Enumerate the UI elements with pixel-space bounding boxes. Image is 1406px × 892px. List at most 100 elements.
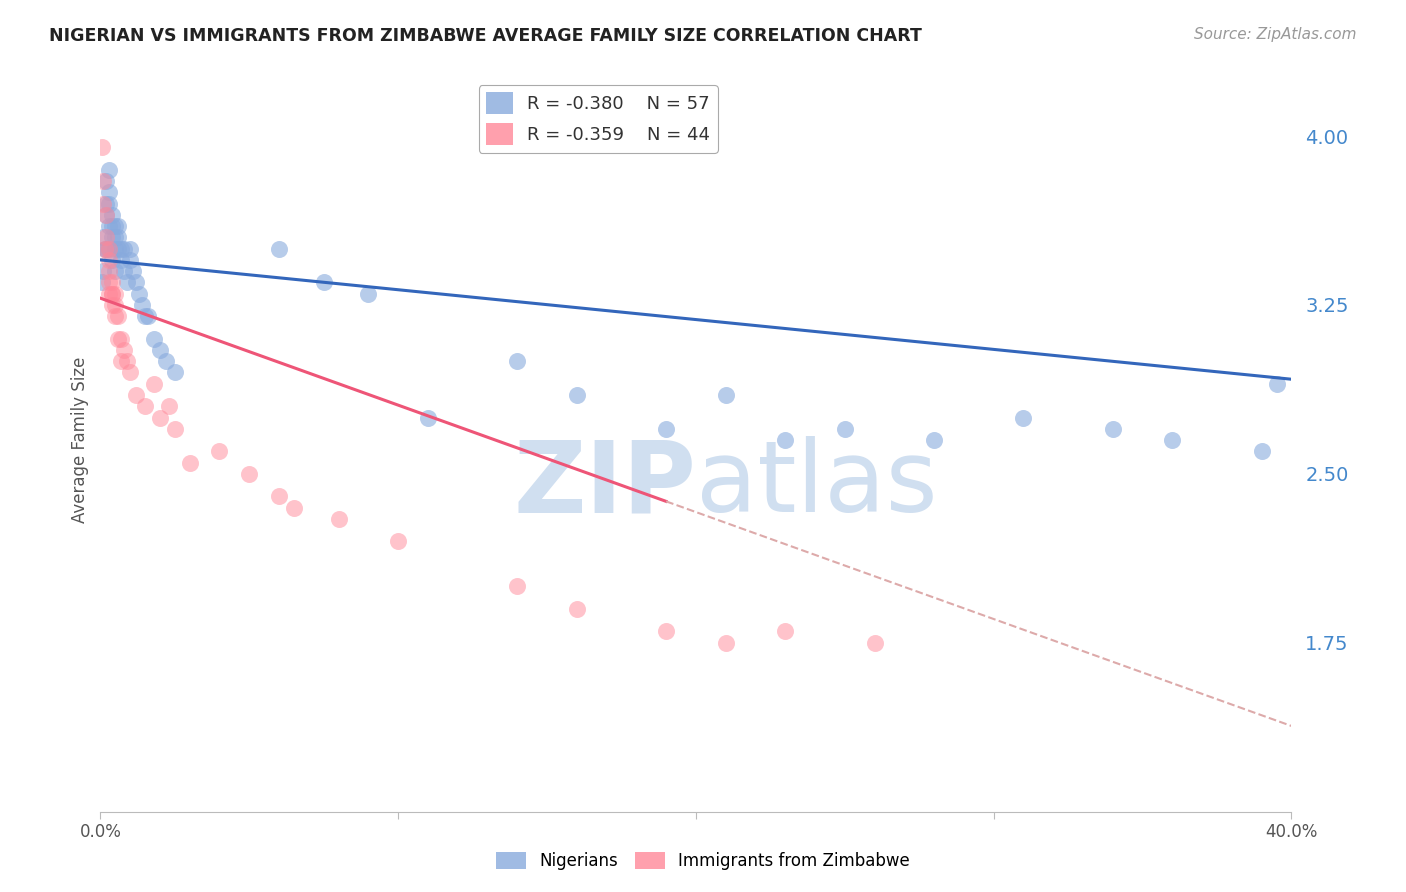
Point: [142, 376, 165, 391]
Point: [125, 276, 148, 290]
Point: [112, 264, 135, 278]
Point: [98, 196, 121, 211]
Point: [357, 286, 380, 301]
Point: [312, 276, 335, 290]
Point: [104, 264, 127, 278]
Point: [110, 332, 132, 346]
Point: [1101, 422, 1123, 436]
Point: [655, 624, 678, 639]
Point: [208, 444, 231, 458]
Y-axis label: Average Family Size: Average Family Size: [72, 357, 89, 524]
Point: [267, 489, 290, 503]
Point: [110, 252, 132, 267]
Text: NIGERIAN VS IMMIGRANTS FROM ZIMBABWE AVERAGE FAMILY SIZE CORRELATION CHART: NIGERIAN VS IMMIGRANTS FROM ZIMBABWE AVE…: [49, 27, 922, 45]
Point: [155, 354, 177, 368]
Point: [91, 174, 114, 188]
Point: [104, 286, 127, 301]
Point: [163, 366, 186, 380]
Point: [96, 174, 118, 188]
Point: [565, 602, 588, 616]
Point: [101, 286, 124, 301]
Point: [107, 242, 129, 256]
Point: [128, 286, 150, 301]
Point: [267, 242, 290, 256]
Point: [98, 276, 121, 290]
Point: [238, 467, 260, 481]
Point: [120, 252, 142, 267]
Point: [96, 208, 118, 222]
Point: [98, 264, 121, 278]
Point: [101, 298, 124, 312]
Point: [90, 276, 112, 290]
Point: [149, 343, 172, 357]
Point: [416, 410, 439, 425]
Point: [115, 276, 138, 290]
Point: [91, 196, 114, 211]
Point: [134, 399, 156, 413]
Point: [922, 433, 945, 447]
Point: [98, 219, 121, 234]
Point: [104, 298, 127, 312]
Point: [101, 208, 124, 222]
Point: [120, 366, 142, 380]
Point: [107, 219, 129, 234]
Point: [863, 635, 886, 649]
Point: [655, 422, 678, 436]
Point: [773, 433, 796, 447]
Point: [101, 252, 124, 267]
Point: [90, 140, 112, 154]
Point: [149, 410, 172, 425]
Point: [96, 230, 118, 244]
Legend: R = -0.380    N = 57, R = -0.359    N = 44: R = -0.380 N = 57, R = -0.359 N = 44: [478, 85, 717, 153]
Point: [1265, 376, 1288, 391]
Point: [1012, 410, 1035, 425]
Point: [101, 286, 124, 301]
Point: [107, 230, 129, 244]
Point: [101, 276, 124, 290]
Point: [122, 264, 145, 278]
Point: [107, 309, 129, 323]
Point: [506, 579, 529, 593]
Point: [101, 219, 124, 234]
Point: [714, 388, 737, 402]
Point: [1161, 433, 1184, 447]
Point: [112, 343, 135, 357]
Point: [104, 230, 127, 244]
Point: [98, 186, 121, 200]
Text: Source: ZipAtlas.com: Source: ZipAtlas.com: [1194, 27, 1357, 42]
Point: [773, 624, 796, 639]
Point: [136, 309, 159, 323]
Point: [110, 354, 132, 368]
Point: [104, 309, 127, 323]
Point: [142, 332, 165, 346]
Point: [101, 230, 124, 244]
Point: [98, 242, 121, 256]
Point: [157, 399, 180, 413]
Point: [163, 422, 186, 436]
Point: [115, 354, 138, 368]
Point: [120, 242, 142, 256]
Point: [714, 635, 737, 649]
Point: [96, 196, 118, 211]
Point: [91, 230, 114, 244]
Point: [91, 264, 114, 278]
Text: ZIP: ZIP: [513, 436, 696, 533]
Point: [98, 242, 121, 256]
Text: atlas: atlas: [696, 436, 938, 533]
Point: [107, 332, 129, 346]
Point: [179, 456, 201, 470]
Point: [96, 242, 118, 256]
Point: [131, 298, 153, 312]
Point: [98, 286, 121, 301]
Point: [387, 534, 409, 549]
Point: [110, 242, 132, 256]
Point: [112, 242, 135, 256]
Point: [104, 219, 127, 234]
Point: [94, 242, 117, 256]
Point: [98, 252, 121, 267]
Legend: Nigerians, Immigrants from Zimbabwe: Nigerians, Immigrants from Zimbabwe: [489, 845, 917, 877]
Point: [98, 162, 121, 177]
Point: [1250, 444, 1272, 458]
Point: [506, 354, 529, 368]
Point: [834, 422, 856, 436]
